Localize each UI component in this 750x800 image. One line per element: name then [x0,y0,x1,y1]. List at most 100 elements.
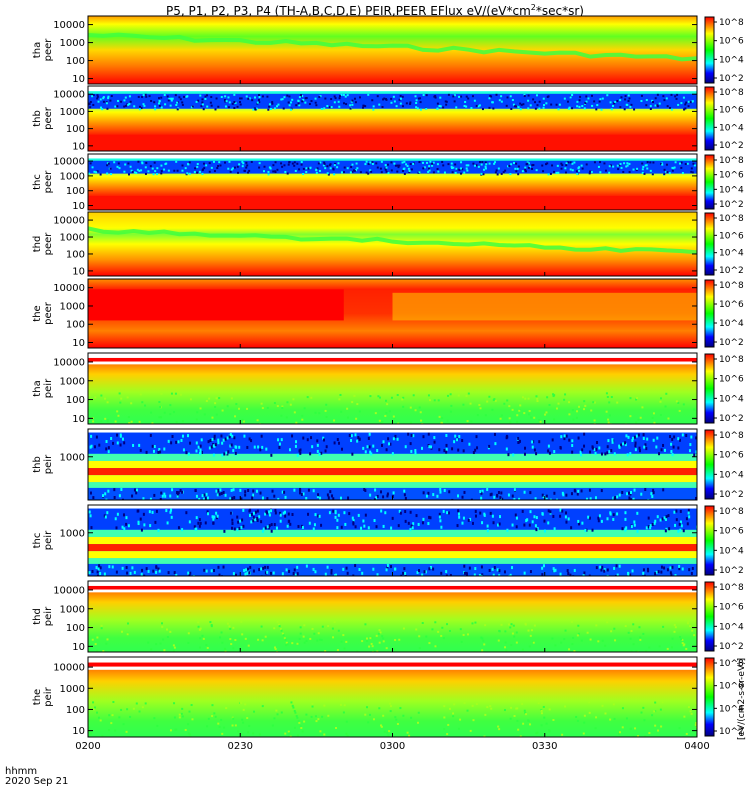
panel-thd_peir: 10000 1000 100 10 thdpeir 10^2 10^4 10^6 10^8 [32,580,744,653]
y-tick-label: 1000 [60,107,85,118]
colorbar [704,279,715,348]
colorbar-unit-label: [eV/(cm2-s-sr-eV)] [737,658,747,740]
colorbar-tick-label: 10^6 [719,682,744,692]
y-tick-label: 10000 [53,20,85,31]
panel-thb_peir: 1000 thbpeir 10^2 10^4 10^6 10^8 [32,428,744,501]
colorbar-tick-label: 10^2 [719,338,744,348]
spectrogram-image [88,279,697,348]
spectrogram-image [88,353,697,424]
y-tick-label: 10000 [53,283,85,294]
colorbar-tick-label: 10^8 [719,156,744,166]
colorbar-tick-label: 10^8 [719,355,744,365]
colorbar-tick-label: 10^4 [719,55,744,65]
panel-tha_peer: 10000 1000 100 10 thapeer 10^2 10^4 10^6 10^8 [32,15,744,85]
colorbar-tick-label: 10^4 [719,470,744,480]
colorbar-tick-label: 10^4 [719,249,744,259]
panel-label: thdpeir [32,606,54,626]
x-tick-label: 0400 [684,741,709,752]
colorbar-tick-label: 10^8 [719,659,744,669]
y-tick-label: 10 [72,74,85,85]
spectrogram-image [88,505,697,576]
colorbar-tick-label: 10^4 [719,622,744,632]
panel-label: thapeir [32,378,54,398]
panel-thb_peer: 10000 1000 100 10 thbpeer 10^2 10^4 10^6 10^8 [32,85,744,152]
spectrogram-image [88,16,697,84]
chart-title: P5, P1, P2, P3, P4 (TH-A,B,C,D,E) PEIR,P… [166,3,584,18]
colorbar-tick-label: 10^6 [719,451,744,461]
panel-thd_peer: 10000 1000 100 10 thdpeer 10^2 10^4 10^6 10^8 [32,211,744,277]
colorbar [704,657,715,737]
colorbar-tick-label: 10^6 [719,527,744,537]
x-axis-date-label: 2020 Sep 21 [5,776,69,787]
colorbar-tick-label: 10^2 [719,74,744,84]
y-tick-label: 10000 [53,157,85,168]
y-tick-label: 10 [72,414,85,425]
panel-thc_peir: 1000 thcpeir 10^2 10^4 10^6 10^8 [32,504,744,577]
colorbar-tick-label: 10^6 [719,603,744,613]
colorbar [704,581,715,652]
colorbar-tick-label: 10^6 [719,300,744,310]
colorbar [704,353,715,424]
panel-thc_peer: 10000 1000 100 10 thcpeer 10^2 10^4 10^6 10^8 [32,153,744,212]
colorbar-tick-label: 10^8 [719,583,744,593]
colorbar [704,505,715,576]
panel-label: thdpeer [32,232,54,256]
spectrogram-image [88,657,697,737]
colorbar-tick-label: 10^6 [719,375,744,385]
y-tick-label: 1000 [60,171,85,182]
y-tick-label: 10 [72,266,85,277]
y-tick-label: 1000 [60,38,85,49]
y-tick-label: 100 [66,395,85,406]
colorbar-tick-label: 10^4 [719,394,744,404]
colorbar-tick-label: 10^2 [719,490,744,500]
y-tick-label: 10000 [53,357,85,368]
y-tick-label: 1000 [60,452,85,463]
colorbar-tick-label: 10^2 [719,642,744,652]
y-tick-label: 10000 [53,90,85,101]
x-axis-unit-label: hhmm [5,766,38,777]
panel-label: thbpeer [32,106,54,130]
colorbar-tick-label: 10^2 [719,200,744,210]
y-tick-label: 100 [66,705,85,716]
y-tick-label: 10 [72,642,85,653]
y-tick-label: 100 [66,56,85,67]
colorbar [704,154,715,210]
panel-the_peer: 10000 1000 100 10 thepeer 10^2 10^4 10^6 10^8 [32,278,744,349]
colorbar [704,16,715,84]
colorbar-tick-label: 10^8 [719,214,744,224]
spectrogram-image [88,581,697,652]
y-tick-label: 1000 [60,376,85,387]
y-tick-label: 1000 [60,301,85,312]
colorbar-tick-label: 10^2 [719,266,744,276]
colorbar-tick-label: 10^2 [719,566,744,576]
y-tick-label: 10000 [53,663,85,674]
y-tick-label: 10 [72,338,85,349]
colorbar-tick-label: 10^2 [719,414,744,424]
panel-label: thepeir [32,686,54,706]
panel-tha_peir: 10000 1000 100 10 thapeir 10^2 10^4 10^6 10^8 [32,352,744,425]
y-tick-label: 100 [66,249,85,260]
colorbar [704,429,715,500]
x-tick-label: 0200 [75,741,100,752]
x-tick-label: 0330 [532,741,557,752]
colorbar-tick-label: 10^4 [719,185,744,195]
colorbar-tick-label: 10^8 [719,281,744,291]
panel-label: thbpeir [32,454,54,474]
y-tick-label: 1000 [60,684,85,695]
spectrogram-image [88,212,697,276]
colorbar-tick-label: 10^4 [719,546,744,556]
spectrogram-image [88,86,697,151]
colorbar [704,212,715,276]
colorbar-tick-label: 10^6 [719,37,744,47]
y-tick-label: 1000 [60,528,85,539]
spectrogram-image [88,154,697,210]
colorbar-tick-label: 10^2 [719,727,744,737]
x-tick-label: 0230 [228,741,253,752]
y-tick-label: 10000 [53,216,85,227]
y-tick-label: 100 [66,124,85,135]
panel-label: thepeer [32,301,54,325]
colorbar-tick-label: 10^4 [719,123,744,133]
colorbar-tick-label: 10^2 [719,141,744,151]
colorbar-tick-label: 10^8 [719,507,744,517]
